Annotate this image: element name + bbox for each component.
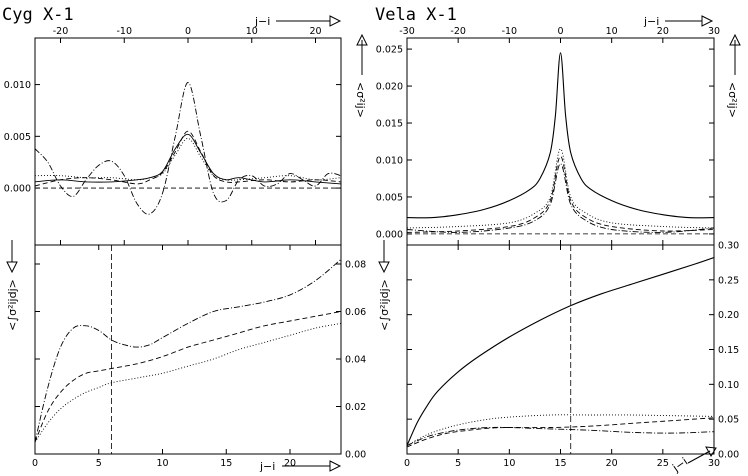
- x-tick-label: -10: [116, 26, 132, 37]
- series-line-dashdot: [35, 82, 341, 215]
- arrow-head-icon: [378, 261, 390, 274]
- y-tick-label: 0.08: [345, 260, 366, 271]
- panel-cyg-bottom: 0 5 10 15 20 0.00 0.02 0.04 0.06 0.08: [32, 245, 366, 469]
- series-line-dashdot: [407, 163, 714, 233]
- x-tick-label: 15: [554, 458, 566, 469]
- y-tick-label: 0.005: [4, 132, 31, 143]
- frame-cyg-top: [34, 37, 342, 246]
- x-tick-label: 10: [246, 26, 258, 37]
- panel-cyg-top: -20 -10 0 10 20 0.000 0.005 0.010: [4, 26, 341, 245]
- y-tick-label: 0.010: [4, 80, 31, 91]
- series-line-dotted: [35, 322, 341, 443]
- x-tick-label: 5: [96, 458, 102, 469]
- ylabel-cyg-bottom-text: <∫σ²ijdj>: [6, 279, 19, 331]
- series-line-solid: [407, 256, 714, 446]
- title-cyg: Cyg X-1: [2, 5, 74, 25]
- x-tick-label: 20: [309, 26, 321, 37]
- xlabel-cyg-bottom: j−i: [259, 460, 342, 473]
- series-line-dotted: [407, 414, 714, 446]
- x-tick-label: -30: [399, 26, 415, 37]
- series-line-dashed: [407, 417, 714, 448]
- y-tick-label: 0.02: [345, 402, 366, 413]
- series-line-dashed: [407, 155, 714, 233]
- y-tick-label: 0.10: [718, 380, 739, 391]
- y-tick-label: 0.015: [376, 119, 403, 130]
- series-line-dashdot: [35, 258, 341, 443]
- top-xlabel-vela: j−i: [643, 15, 714, 28]
- top-xlabel-vela-text: j−i: [643, 15, 659, 28]
- x-tick-label: 0: [185, 26, 191, 37]
- series-line-solid-thin: [35, 133, 341, 185]
- series-line-dotted: [407, 148, 714, 229]
- arrow-head-icon: [329, 460, 342, 472]
- y-tick-label: 0.000: [4, 184, 31, 195]
- y-tick-label: 0.05: [718, 415, 739, 426]
- x-tick-label: 5: [455, 458, 461, 469]
- series-line-dotted: [35, 137, 341, 181]
- y-tick-label: 0.00: [718, 450, 739, 461]
- title-vela: Vela X-1: [375, 5, 457, 25]
- ylabel-cyg-top-text: <σ²ij>: [354, 82, 367, 118]
- xlabel-vela-bottom-text: j−i: [669, 455, 690, 475]
- ylabel-vela-top: <σ²ij>: [726, 33, 741, 118]
- x-tick-label: 20: [657, 26, 669, 37]
- ylabel-cyg-bottom: <∫σ²ijdj>: [6, 240, 19, 331]
- x-tick-label: 30: [708, 26, 720, 37]
- y-tick-label: 0.010: [376, 155, 403, 166]
- arrow-head-icon: [356, 33, 368, 46]
- frame-vela-top: [406, 37, 715, 246]
- panel-vela-top: -30 -20 -10 0 10 20 30 0.000 0.005 0.010 0.015 0.02…: [376, 26, 720, 245]
- x-tick-label: 20: [284, 458, 296, 469]
- arrow-head-icon: [6, 261, 18, 274]
- y-tick-label: 0.000: [376, 229, 403, 240]
- y-tick-label: 0.20: [718, 310, 739, 321]
- x-tick-label: 0: [557, 26, 563, 37]
- series-line-dashed: [35, 130, 341, 187]
- ylabel-vela-top-text: <σ²ij>: [726, 82, 739, 118]
- xlabel-cyg-bottom-text: j−i: [259, 460, 275, 473]
- y-tick-label: 0.15: [718, 345, 739, 356]
- series-line-dashdot: [407, 426, 714, 447]
- arrow-head-icon: [329, 15, 342, 27]
- series-line-dashed: [35, 311, 341, 443]
- x-tick-label: -10: [502, 26, 518, 37]
- panel-vela-bottom: 0 5 10 15 20 25 300.00 0.05 0.10 0.15 0.20 0.25 0.30: [404, 241, 739, 470]
- y-tick-label: 0.25: [718, 275, 739, 286]
- y-tick-label: 0.005: [376, 192, 403, 203]
- frame-vela-bottom: [406, 244, 715, 455]
- x-tick-label: 0: [32, 458, 38, 469]
- ylabel-vela-bottom-text: <∫σ²ijdj>: [378, 279, 391, 331]
- x-tick-label: 25: [657, 458, 669, 469]
- x-tick-label: 30: [708, 458, 720, 469]
- x-tick-label: 0: [404, 458, 410, 469]
- frame-cyg-bottom: [34, 244, 342, 455]
- y-tick-label: 0.30: [718, 241, 739, 252]
- y-tick-label: 0.020: [376, 82, 403, 93]
- arrow-shaft: [687, 450, 711, 464]
- series-line-solid: [407, 52, 714, 219]
- ylabel-vela-bottom: <∫σ²ijdj>: [378, 240, 391, 331]
- x-tick-label: -20: [53, 26, 69, 37]
- arrow-head-icon: [729, 33, 741, 46]
- x-tick-label: 15: [220, 458, 232, 469]
- x-tick-label: -20: [450, 26, 466, 37]
- arrow-head-icon: [701, 15, 714, 27]
- x-tick-label: 10: [606, 26, 618, 37]
- ylabel-cyg-top: <σ²ij>: [354, 33, 368, 118]
- y-tick-label: 0.00: [345, 450, 366, 461]
- y-tick-label: 0.04: [345, 355, 366, 366]
- top-xlabel-cyg-text: j−i: [254, 15, 270, 28]
- x-tick-label: 10: [156, 458, 168, 469]
- y-tick-label: 0.025: [376, 45, 403, 56]
- top-xlabel-cyg: j−i: [254, 15, 342, 28]
- x-tick-label: 20: [606, 458, 618, 469]
- y-tick-label: 0.06: [345, 307, 366, 318]
- x-tick-label: 10: [503, 458, 515, 469]
